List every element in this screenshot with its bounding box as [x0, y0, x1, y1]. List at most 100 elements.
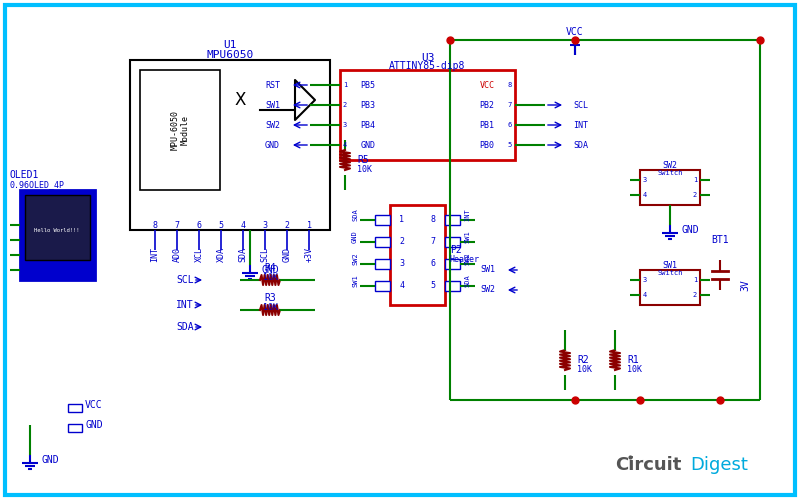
Text: PB1: PB1	[479, 120, 494, 130]
Text: 10K: 10K	[262, 302, 278, 312]
Bar	[375, 259, 390, 269]
Text: 1: 1	[399, 216, 405, 224]
Text: 6: 6	[197, 220, 202, 230]
Text: R3: R3	[264, 293, 276, 303]
Text: 4: 4	[643, 192, 647, 198]
Text: INT: INT	[464, 208, 470, 222]
Text: 10K: 10K	[627, 364, 642, 374]
Text: 10K: 10K	[577, 364, 592, 374]
Text: INT: INT	[150, 248, 159, 262]
Text: SW1: SW1	[662, 260, 678, 270]
Text: 2: 2	[693, 192, 697, 198]
Bar	[25, 195, 90, 260]
Bar	[68, 424, 82, 432]
Text: 7: 7	[508, 102, 512, 108]
Text: SW1: SW1	[352, 274, 358, 287]
Text: BT1: BT1	[711, 235, 729, 245]
Text: MPU-6050
Module: MPU-6050 Module	[170, 110, 190, 150]
Text: SDA: SDA	[573, 140, 588, 149]
Text: Switch: Switch	[658, 170, 682, 176]
Text: Circuit: Circuit	[615, 456, 682, 474]
Text: GND: GND	[361, 140, 375, 149]
Text: 4: 4	[399, 282, 405, 290]
Text: 1: 1	[306, 220, 311, 230]
Text: R4: R4	[264, 263, 276, 273]
Text: R2: R2	[577, 355, 589, 365]
Text: SDA: SDA	[464, 274, 470, 287]
Text: SW1: SW1	[464, 230, 470, 243]
Text: 5: 5	[430, 282, 435, 290]
Bar	[390, 205, 445, 305]
Bar	[445, 259, 460, 269]
Text: AD0: AD0	[173, 248, 182, 262]
Bar	[640, 270, 700, 305]
Text: X: X	[234, 91, 246, 109]
Text: PB5: PB5	[361, 80, 375, 90]
Text: SW1: SW1	[480, 266, 495, 274]
Bar	[20, 190, 95, 280]
Bar	[445, 281, 460, 291]
Text: GND: GND	[85, 420, 102, 430]
Text: 2: 2	[285, 220, 290, 230]
Text: 3: 3	[262, 220, 267, 230]
Text: XDA: XDA	[217, 248, 226, 262]
Text: 3V: 3V	[740, 279, 750, 291]
Text: +3V: +3V	[305, 248, 314, 262]
Bar	[340, 70, 515, 160]
Text: GND: GND	[262, 265, 280, 275]
Text: OLED1: OLED1	[10, 170, 39, 180]
Text: 10K: 10K	[262, 272, 278, 281]
Text: R1: R1	[627, 355, 638, 365]
Text: 7: 7	[174, 220, 179, 230]
Text: 3: 3	[343, 122, 347, 128]
Text: RST: RST	[265, 80, 280, 90]
Text: 8: 8	[508, 82, 512, 88]
Text: 8: 8	[430, 216, 435, 224]
Text: 3: 3	[643, 277, 647, 283]
Text: GND: GND	[682, 225, 700, 235]
Text: SW2: SW2	[480, 286, 495, 294]
Text: PB4: PB4	[361, 120, 375, 130]
Bar	[68, 404, 82, 412]
Text: 7: 7	[430, 238, 435, 246]
Text: VCC: VCC	[566, 27, 584, 37]
Text: 3: 3	[643, 177, 647, 183]
Text: SW2: SW2	[352, 252, 358, 266]
Bar	[375, 281, 390, 291]
Text: Header: Header	[450, 256, 480, 264]
Text: GND: GND	[265, 140, 280, 149]
Text: U1: U1	[223, 40, 237, 50]
Text: SDA: SDA	[352, 208, 358, 222]
Text: XCL: XCL	[194, 248, 203, 262]
Text: 5: 5	[508, 142, 512, 148]
Text: 2: 2	[693, 292, 697, 298]
Text: 5: 5	[218, 220, 223, 230]
Text: 1: 1	[693, 277, 697, 283]
Text: VCC: VCC	[479, 80, 494, 90]
Text: INT: INT	[573, 120, 588, 130]
Text: GND: GND	[282, 248, 291, 262]
Text: U3: U3	[421, 53, 434, 63]
Text: SW1: SW1	[265, 100, 280, 110]
Text: SCL: SCL	[261, 248, 270, 262]
Bar	[640, 170, 700, 205]
Text: Switch: Switch	[658, 270, 682, 276]
Text: SDA: SDA	[176, 322, 194, 332]
Text: 4: 4	[343, 142, 347, 148]
Text: ATTINY85-dip8: ATTINY85-dip8	[390, 61, 466, 71]
Bar	[130, 60, 330, 230]
Text: 3: 3	[399, 260, 405, 268]
Text: PB3: PB3	[361, 100, 375, 110]
Text: SW2: SW2	[662, 160, 678, 170]
Text: Hello World!!!: Hello World!!!	[34, 228, 80, 232]
Text: MPU6050: MPU6050	[206, 50, 254, 60]
Text: Digest: Digest	[690, 456, 748, 474]
Bar	[445, 215, 460, 225]
Text: 1: 1	[343, 82, 347, 88]
Text: 1: 1	[693, 177, 697, 183]
Text: SCL: SCL	[573, 100, 588, 110]
Bar	[445, 237, 460, 247]
Text: 0.96OLED_4P: 0.96OLED_4P	[10, 180, 65, 190]
Text: SCL: SCL	[176, 275, 194, 285]
Text: 4: 4	[643, 292, 647, 298]
